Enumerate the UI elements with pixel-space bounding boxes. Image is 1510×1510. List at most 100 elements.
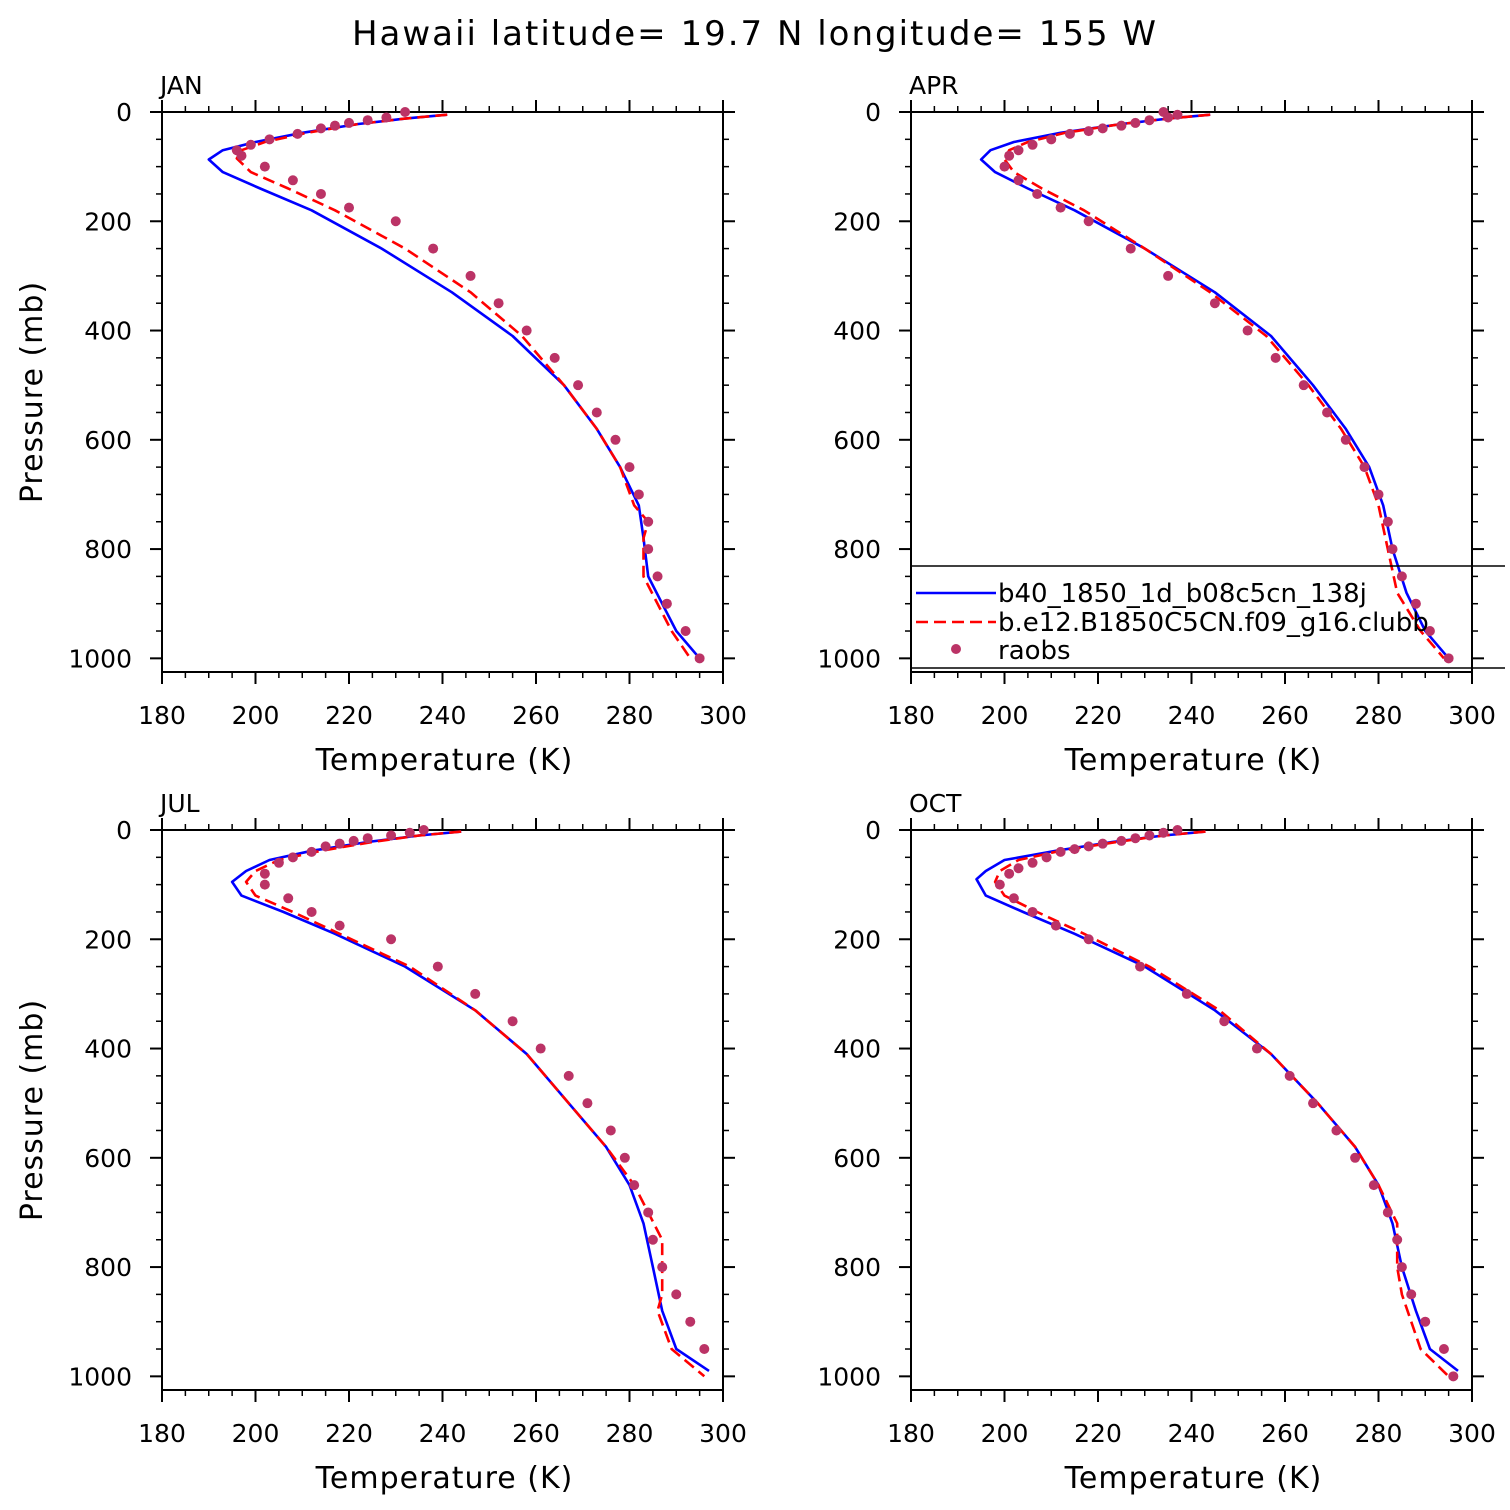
raobs-point [306,846,317,857]
x-tick-label: 180 [887,701,935,730]
legend-label: b.e12.B1850C5CN.f09_g16.clubb [998,608,1429,638]
raobs-point [1083,216,1094,227]
raobs-point [1242,325,1253,336]
raobs-point [1382,1207,1393,1218]
x-tick-label: 240 [419,1419,467,1448]
raobs-point [264,134,275,145]
raobs-point [643,516,654,527]
raobs-point [624,462,635,473]
raobs-point [1004,868,1015,879]
raobs-point [1172,109,1183,120]
raobs-point [1181,988,1192,999]
raobs-point [1064,128,1075,139]
raobs-point [1163,112,1174,123]
x-tick-label: 200 [981,701,1029,730]
raobs-point [1116,120,1127,131]
raobs-point [386,830,397,841]
raobs-point [1144,115,1155,126]
raobs-point [1116,835,1127,846]
series-line-clubb [993,830,1450,1378]
raobs-point [1340,434,1351,445]
raobs-point [1387,544,1398,555]
x-axis-label: Temperature (K) [315,743,574,778]
raobs-point [652,571,663,582]
y-tick-label: 0 [116,98,132,127]
raobs-point [661,598,672,609]
raobs-point [320,841,331,852]
series-line-clubb [235,113,692,660]
x-tick-label: 280 [1355,1419,1403,1448]
raobs-point [643,544,654,555]
y-tick-label: 1000 [817,644,881,673]
raobs-point [432,961,443,972]
y-tick-label: 0 [116,816,132,845]
raobs-point [573,380,584,391]
raobs-point [1396,571,1407,582]
raobs-point [1083,126,1094,137]
series-line-clubb [1003,113,1445,660]
raobs-point [1013,863,1024,874]
raobs-point [1083,841,1094,852]
raobs-point [591,407,602,418]
panel-title-jan: JAN [158,71,203,100]
y-axis-label: Pressure (mb) [15,281,50,503]
raobs-point [629,1180,640,1191]
raobs-point [1270,352,1281,363]
raobs-point [1013,175,1024,186]
x-tick-label: 240 [1168,1419,1216,1448]
raobs-point [1004,150,1015,161]
raobs-point [699,1344,710,1355]
raobs-point [1027,906,1038,917]
panel-title-jul: JUL [158,789,200,818]
y-tick-label: 0 [865,816,881,845]
raobs-point [245,139,256,150]
raobs-point [1209,298,1220,309]
raobs-point [535,1043,546,1054]
raobs-point [1396,1262,1407,1273]
legend-label: b40_1850_1d_b08c5cn_138j [998,579,1367,609]
raobs-point [1027,139,1038,150]
raobs-point [1373,489,1384,500]
raobs-point [1050,920,1061,931]
raobs-point [344,202,354,213]
y-tick-label: 600 [833,426,881,455]
raobs-point [1097,838,1108,849]
raobs-point [671,1289,682,1300]
raobs-point [283,893,294,904]
raobs-point [1322,407,1333,418]
raobs-point [643,1207,654,1218]
x-tick-label: 260 [512,701,560,730]
raobs-point [1027,857,1038,868]
y-tick-label: 1000 [68,644,132,673]
raobs-point [493,298,504,309]
raobs-point [306,906,317,917]
x-tick-label: 260 [512,1419,560,1448]
raobs-point [1382,516,1393,527]
y-tick-label: 400 [833,317,881,346]
raobs-point [1130,117,1141,128]
x-axis-label: Temperature (K) [1064,743,1323,778]
x-tick-label: 220 [1074,1419,1122,1448]
raobs-point [1172,825,1183,835]
raobs-point [1448,1371,1459,1382]
raobs-point [1438,1344,1449,1355]
raobs-point [582,1098,593,1109]
raobs-point [1069,844,1080,855]
raobs-point [1420,1316,1431,1327]
raobs-point [633,489,644,500]
raobs-point [259,868,270,879]
y-tick-label: 200 [833,925,881,954]
raobs-point [549,352,560,363]
x-tick-label: 220 [1074,701,1122,730]
x-axis-label: Temperature (K) [1064,1461,1323,1496]
raobs-point [1158,827,1169,838]
legend-label: raobs [998,636,1071,666]
y-tick-label: 400 [84,317,132,346]
x-tick-label: 280 [606,701,654,730]
x-tick-label: 220 [325,1419,373,1448]
raobs-point [1163,270,1174,281]
panel-apr: APR 180 200 220 240 260 280 300 0 200 400 600 800 100… [817,71,1495,778]
x-tick-label: 260 [1261,701,1309,730]
panels: JAN 180 200 220 240 260 280 300 0 200 400 600 800 100… [15,71,1505,1496]
